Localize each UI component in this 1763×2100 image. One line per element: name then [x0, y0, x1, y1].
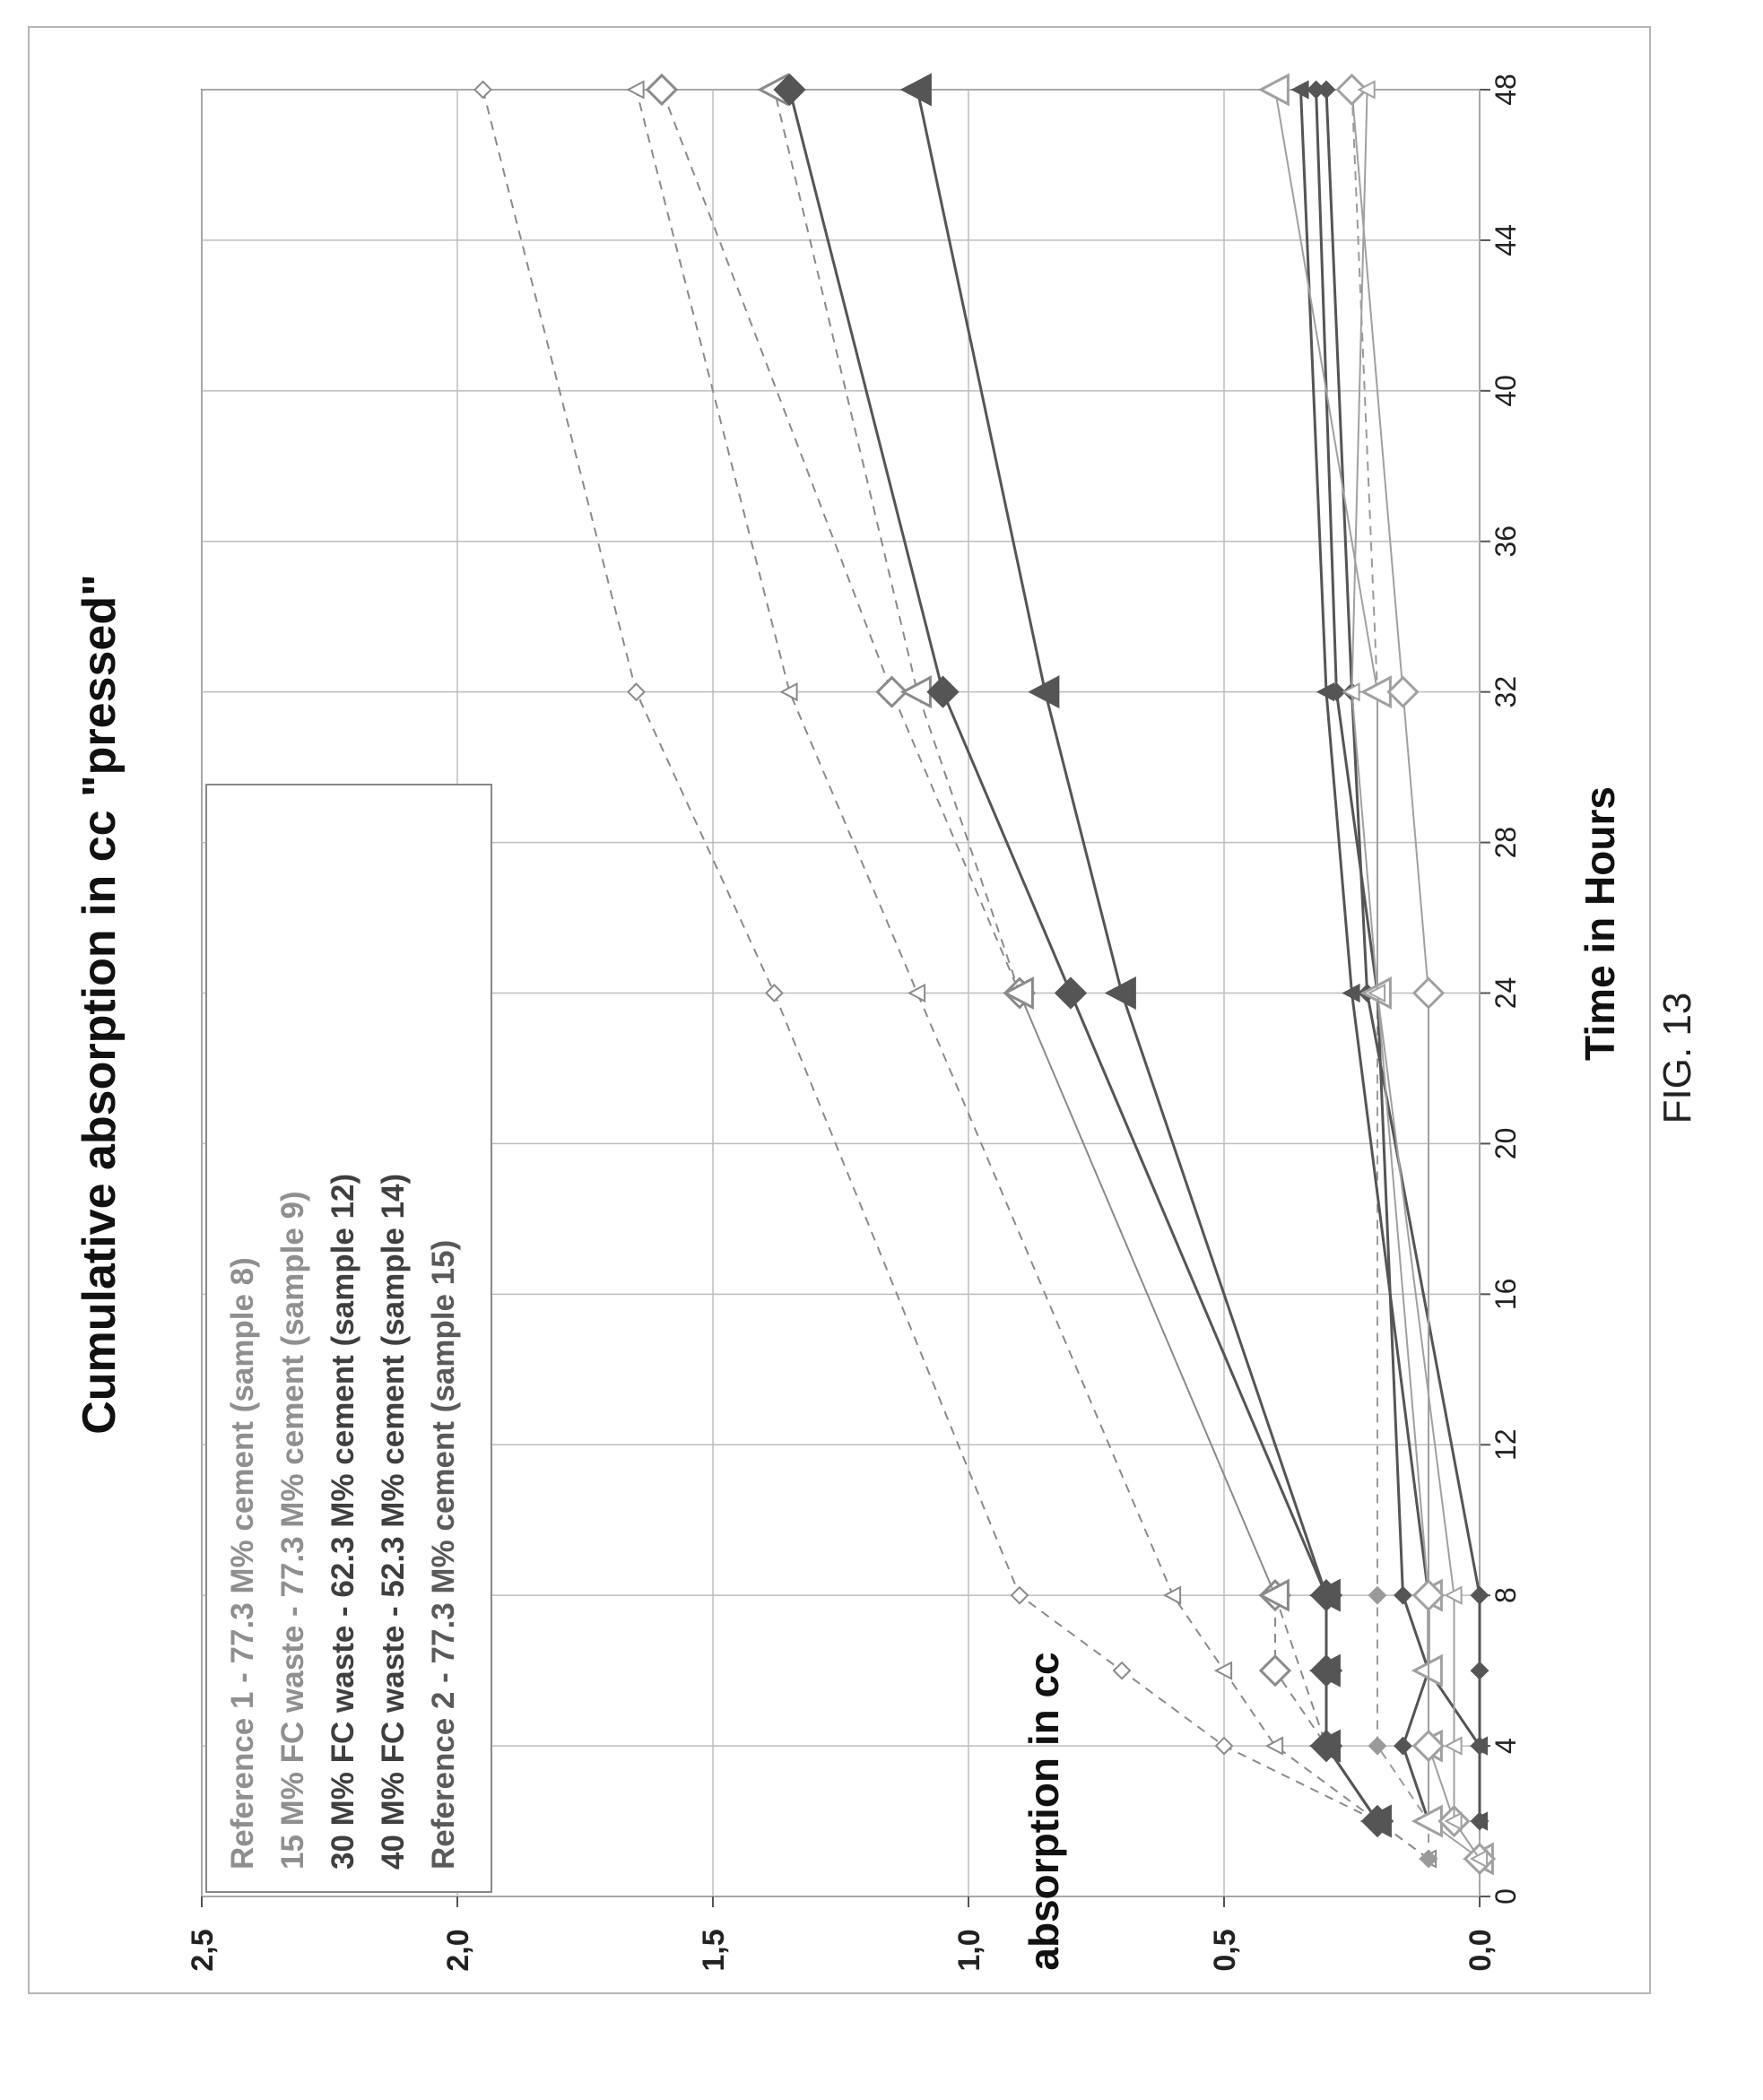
triangle-marker — [1028, 675, 1060, 709]
triangle-marker — [1342, 983, 1360, 1003]
triangle-marker — [1444, 1585, 1463, 1605]
triangle-marker — [1469, 1849, 1489, 1869]
y-tick-label: 0,5 — [1208, 1929, 1242, 1971]
diamond-marker — [1307, 80, 1326, 100]
diamond-marker — [645, 73, 679, 107]
x-tick-label: 24 — [1489, 977, 1522, 1010]
x-tick-label: 44 — [1489, 224, 1522, 256]
triangle-marker — [1308, 1653, 1341, 1688]
diamond-marker — [1335, 73, 1368, 107]
diamond-marker — [1394, 1585, 1412, 1605]
diamond-marker — [1112, 1661, 1132, 1680]
diamond-marker — [1326, 682, 1346, 702]
triangle-marker — [1357, 80, 1376, 100]
diamond-marker — [1214, 1736, 1234, 1756]
diamond-marker — [1054, 976, 1088, 1010]
triangle-marker — [1359, 1804, 1392, 1838]
x-tick-label: 12 — [1489, 1428, 1522, 1461]
triangle-marker — [1002, 976, 1034, 1010]
diamond-marker — [926, 675, 960, 708]
series-12 — [1342, 80, 1489, 1869]
legend-entry: Reference 2 - 77.3 M% cement (sample 15) — [426, 1240, 461, 1870]
diamond-marker — [764, 984, 784, 1002]
triangle-marker — [1257, 73, 1290, 107]
diamond-marker — [1470, 1585, 1489, 1605]
legend-box — [205, 784, 492, 1893]
series-line — [773, 89, 1378, 1822]
triangle-marker — [1469, 1811, 1489, 1831]
diamond-marker — [1394, 1736, 1412, 1756]
x-tick-label: 16 — [1489, 1279, 1522, 1311]
diamond-marker — [1368, 1585, 1387, 1605]
triangle-marker — [1213, 1661, 1233, 1680]
chart-title: Cumulative absorption in cc "pressed" — [74, 574, 126, 1435]
diamond-marker — [773, 73, 806, 107]
diamond-marker — [1419, 1849, 1438, 1869]
x-tick-label: 4 — [1489, 1738, 1522, 1754]
triangle-marker — [1257, 1578, 1290, 1612]
triangle-marker — [907, 983, 926, 1003]
figure-frame — [28, 26, 1651, 1994]
y-tick-label: 2,0 — [441, 1929, 475, 1971]
y-tick-label: 2,5 — [186, 1929, 220, 1971]
diamond-marker — [1411, 1729, 1446, 1763]
y-tick-label: 0,0 — [1463, 1929, 1498, 1971]
y-tick-label: 1,5 — [697, 1929, 731, 1971]
x-tick-label: 20 — [1489, 1128, 1522, 1160]
y-tick-label: 1,0 — [952, 1929, 986, 1971]
diamond-marker — [1368, 1736, 1387, 1756]
legend-entry: 40 M% FC waste - 52.3 M% cement (sample … — [376, 1174, 411, 1870]
triangle-marker — [779, 682, 798, 702]
tick-labels: 048121620242832364044480,00,51,01,52,02,… — [186, 74, 1522, 1971]
triangle-marker — [1308, 1729, 1341, 1763]
figure-label: FIG. 13 — [1655, 993, 1699, 1124]
triangle-marker — [1342, 682, 1360, 702]
x-tick-label: 8 — [1489, 1587, 1522, 1603]
triangle-marker — [1162, 1585, 1182, 1605]
triangle-marker — [1444, 1736, 1463, 1756]
legend-entry: 15 M% FC waste - 77.3 M% cement (sample … — [275, 1191, 310, 1870]
diamond-marker — [473, 80, 492, 100]
triangle-marker — [1264, 1736, 1284, 1756]
x-tick-label: 40 — [1489, 375, 1522, 407]
x-tick-label: 0 — [1489, 1888, 1522, 1905]
diamond-marker — [627, 682, 646, 702]
diamond-marker — [1386, 675, 1420, 708]
triangle-marker — [1104, 976, 1136, 1010]
diamond-marker — [875, 675, 908, 708]
y-axis-label: absorption in cc — [1020, 1652, 1067, 1970]
legend-entry: Reference 1 - 77.3 M% cement (sample 8) — [225, 1257, 260, 1870]
x-tick-label: 48 — [1489, 74, 1522, 106]
triangle-marker — [1308, 1578, 1341, 1612]
triangle-marker — [1367, 983, 1386, 1003]
diamond-marker — [1258, 1654, 1292, 1688]
x-axis-label: Time in Hours — [1576, 786, 1623, 1061]
x-tick-label: 36 — [1489, 525, 1522, 558]
diamond-marker — [1411, 1579, 1446, 1612]
diamond-marker — [1010, 1585, 1029, 1605]
series-line — [635, 89, 1429, 1860]
series-layer — [473, 73, 1497, 1876]
series-line — [482, 89, 1429, 1860]
diamond-marker — [1470, 1661, 1489, 1680]
diamond-marker — [1411, 976, 1446, 1010]
triangle-marker — [626, 80, 645, 100]
x-tick-label: 28 — [1489, 827, 1522, 859]
triangle-marker — [899, 73, 932, 107]
x-tick-label: 32 — [1489, 676, 1522, 708]
legend-entry: 30 M% FC waste - 62.3 M% cement (sample … — [326, 1174, 360, 1870]
triangle-marker — [1444, 1811, 1463, 1831]
triangle-marker — [1469, 1736, 1489, 1756]
series-6 — [899, 73, 1392, 1838]
legend: Reference 1 - 77.3 M% cement (sample 8) 1… — [205, 784, 492, 1893]
